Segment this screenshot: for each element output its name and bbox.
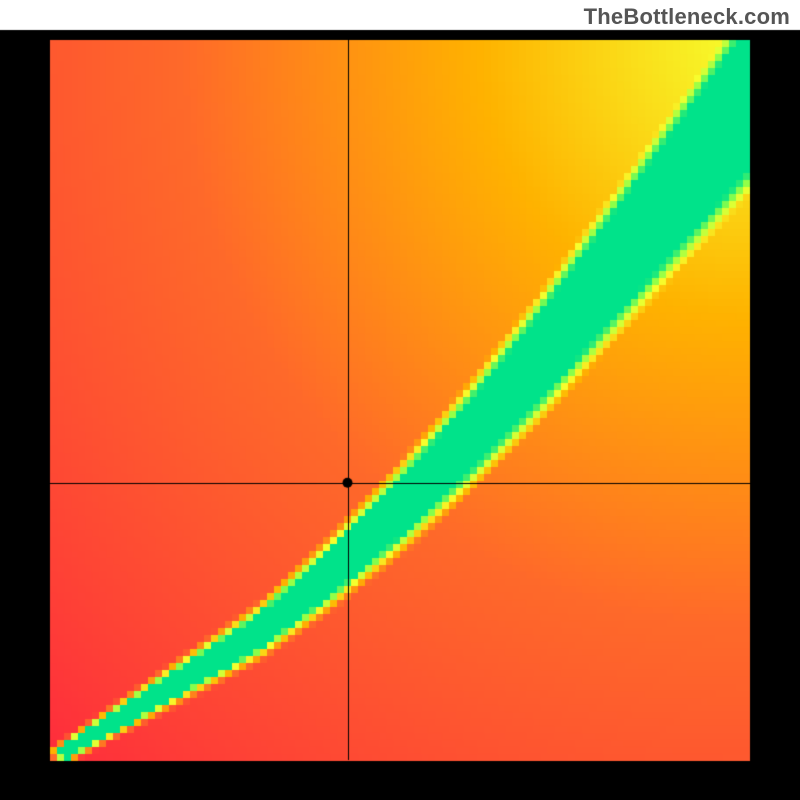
root-container: TheBottleneck.com (0, 0, 800, 800)
watermark-text: TheBottleneck.com (584, 4, 790, 30)
bottleneck-heatmap-canvas (0, 0, 800, 800)
